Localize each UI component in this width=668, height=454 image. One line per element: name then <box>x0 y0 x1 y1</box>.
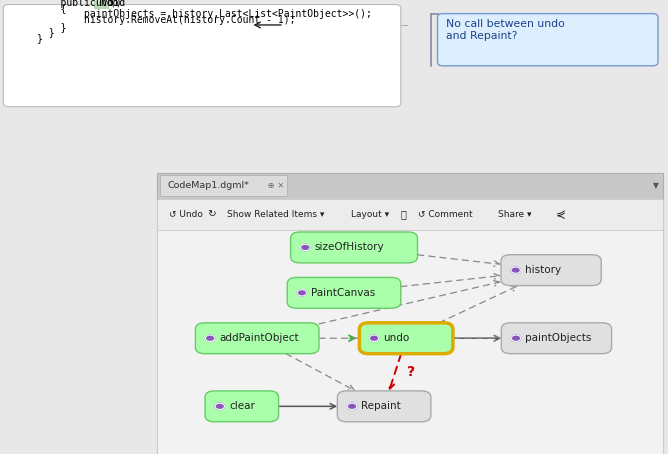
Text: Share ▾: Share ▾ <box>498 210 531 219</box>
FancyBboxPatch shape <box>157 173 663 199</box>
FancyBboxPatch shape <box>287 277 401 308</box>
Text: undo: undo <box>96 0 119 8</box>
Text: sizeOfHistory: sizeOfHistory <box>315 242 384 252</box>
FancyBboxPatch shape <box>438 14 658 66</box>
Text: ↻: ↻ <box>207 209 216 219</box>
Text: addPaintObject: addPaintObject <box>219 333 299 343</box>
Text: public void: public void <box>37 0 131 8</box>
FancyBboxPatch shape <box>195 323 319 354</box>
Text: (): () <box>110 0 122 8</box>
Text: }: } <box>37 22 66 32</box>
Circle shape <box>215 403 224 410</box>
Text: }: } <box>37 33 43 43</box>
Circle shape <box>297 290 307 296</box>
Text: ?: ? <box>407 365 415 379</box>
FancyBboxPatch shape <box>501 323 612 354</box>
Circle shape <box>511 267 520 273</box>
Text: }: } <box>37 27 54 37</box>
FancyBboxPatch shape <box>157 230 663 454</box>
Text: PaintCanvas: PaintCanvas <box>311 288 375 298</box>
FancyBboxPatch shape <box>157 173 663 454</box>
Text: history: history <box>525 265 561 275</box>
FancyBboxPatch shape <box>291 232 418 263</box>
FancyBboxPatch shape <box>160 175 287 196</box>
FancyBboxPatch shape <box>3 5 401 107</box>
Text: CodeMap1.dgml*: CodeMap1.dgml* <box>167 181 249 190</box>
Text: Repaint: Repaint <box>361 401 401 411</box>
Circle shape <box>512 335 521 341</box>
FancyBboxPatch shape <box>501 255 601 286</box>
FancyBboxPatch shape <box>337 391 431 422</box>
Circle shape <box>347 403 357 410</box>
Text: paintObjects: paintObjects <box>525 333 592 343</box>
Text: Layout ▾: Layout ▾ <box>351 210 389 219</box>
Text: No call between undo
and Repaint?: No call between undo and Repaint? <box>446 19 564 41</box>
Text: ⊕ ×: ⊕ × <box>265 181 284 190</box>
Circle shape <box>301 244 310 251</box>
Text: undo: undo <box>383 333 409 343</box>
FancyBboxPatch shape <box>359 323 453 354</box>
Text: ↺ Undo: ↺ Undo <box>169 210 203 219</box>
FancyBboxPatch shape <box>94 1 109 10</box>
Text: paintObjects = history.Last<List<PaintObject>>();: paintObjects = history.Last<List<PaintOb… <box>37 9 371 19</box>
Text: ▼: ▼ <box>653 181 659 190</box>
Text: ↺ Comment: ↺ Comment <box>418 210 472 219</box>
Text: {: { <box>37 3 66 13</box>
FancyBboxPatch shape <box>157 199 663 230</box>
FancyBboxPatch shape <box>205 391 279 422</box>
Text: 🔎: 🔎 <box>401 209 407 219</box>
Circle shape <box>369 335 379 341</box>
Circle shape <box>206 335 215 341</box>
Text: history.RemoveAt(history.Count - 1);: history.RemoveAt(history.Count - 1); <box>37 15 295 25</box>
Text: Show Related Items ▾: Show Related Items ▾ <box>227 210 325 219</box>
Text: clear: clear <box>229 401 255 411</box>
Text: ⋞: ⋞ <box>556 208 566 221</box>
